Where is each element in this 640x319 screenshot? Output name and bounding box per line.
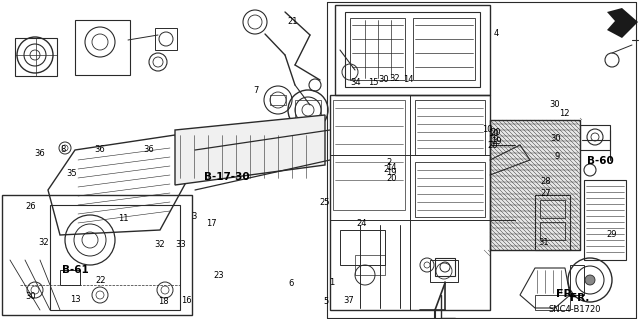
Text: 27: 27 bbox=[541, 189, 551, 198]
Text: 26: 26 bbox=[26, 202, 36, 211]
Text: 36: 36 bbox=[143, 145, 154, 154]
Text: 19: 19 bbox=[386, 168, 396, 177]
Bar bbox=[415, 100, 485, 155]
Text: 12: 12 bbox=[559, 109, 570, 118]
Bar bbox=[270, 95, 286, 105]
Text: 25: 25 bbox=[320, 198, 330, 207]
Text: 37: 37 bbox=[344, 296, 354, 305]
Bar bbox=[345, 12, 480, 87]
Text: 20: 20 bbox=[491, 128, 501, 137]
Text: 23: 23 bbox=[214, 271, 224, 280]
Bar bbox=[75, 20, 130, 75]
Text: 30: 30 bbox=[26, 292, 36, 301]
Text: 32: 32 bbox=[38, 238, 49, 247]
Text: 10: 10 bbox=[483, 125, 493, 134]
Text: 31: 31 bbox=[539, 238, 549, 247]
Text: 5: 5 bbox=[324, 297, 329, 306]
Text: FR.: FR. bbox=[570, 293, 589, 303]
Text: 21: 21 bbox=[288, 17, 298, 26]
Polygon shape bbox=[607, 8, 638, 38]
Bar bbox=[350, 18, 405, 80]
Text: 4: 4 bbox=[493, 29, 499, 38]
Bar bbox=[535, 195, 570, 250]
Text: FR.: FR. bbox=[556, 289, 577, 299]
Bar bbox=[490, 120, 580, 250]
Text: 19: 19 bbox=[491, 137, 501, 146]
Text: 36: 36 bbox=[35, 149, 45, 158]
Text: 32: 32 bbox=[389, 74, 399, 83]
Text: 3: 3 bbox=[191, 212, 196, 221]
Text: 2: 2 bbox=[386, 158, 391, 167]
Text: 2: 2 bbox=[383, 165, 388, 174]
Bar bbox=[435, 258, 455, 276]
Text: B-61: B-61 bbox=[62, 264, 89, 275]
Text: 33: 33 bbox=[175, 241, 186, 249]
Bar bbox=[340, 230, 385, 265]
Bar bbox=[490, 120, 580, 250]
Text: SNC4-B1720: SNC4-B1720 bbox=[548, 306, 601, 315]
Text: 17: 17 bbox=[206, 219, 216, 228]
Bar bbox=[584, 180, 626, 260]
Bar bbox=[155, 28, 177, 50]
Text: 32: 32 bbox=[154, 240, 164, 249]
Text: 16: 16 bbox=[182, 296, 192, 305]
Text: 20: 20 bbox=[488, 141, 498, 150]
Bar bbox=[2, 195, 192, 315]
Text: 1: 1 bbox=[329, 278, 334, 287]
Text: 14: 14 bbox=[386, 163, 396, 172]
Bar bbox=[60, 270, 80, 285]
Text: 35: 35 bbox=[67, 169, 77, 178]
Text: 30: 30 bbox=[550, 134, 561, 143]
Text: 6: 6 bbox=[289, 279, 294, 288]
Text: 24: 24 bbox=[356, 219, 367, 228]
Bar bbox=[570, 265, 584, 295]
Text: 30: 30 bbox=[379, 75, 389, 84]
Text: 34: 34 bbox=[350, 78, 360, 87]
Bar bbox=[15, 38, 57, 76]
Text: 13: 13 bbox=[70, 295, 81, 304]
Bar bbox=[415, 162, 485, 217]
Polygon shape bbox=[175, 115, 325, 185]
Bar bbox=[535, 295, 570, 310]
Text: 20: 20 bbox=[386, 174, 396, 182]
Bar bbox=[540, 200, 565, 218]
Bar bbox=[333, 100, 405, 210]
Text: 9: 9 bbox=[554, 152, 559, 161]
Bar bbox=[355, 255, 385, 275]
Text: 7: 7 bbox=[253, 86, 259, 95]
Text: 22: 22 bbox=[96, 276, 106, 285]
Text: 29: 29 bbox=[606, 230, 616, 239]
Bar bbox=[540, 222, 565, 240]
Text: 28: 28 bbox=[541, 177, 551, 186]
Bar bbox=[295, 100, 321, 120]
Bar bbox=[50, 205, 180, 310]
Text: 10: 10 bbox=[488, 130, 498, 138]
Bar bbox=[430, 260, 458, 282]
Text: 30: 30 bbox=[550, 100, 560, 109]
Text: 8: 8 bbox=[60, 145, 65, 154]
Text: 15: 15 bbox=[368, 78, 378, 87]
Circle shape bbox=[585, 275, 595, 285]
Bar bbox=[413, 18, 475, 80]
Text: 19: 19 bbox=[488, 135, 498, 144]
Text: B-17-30: B-17-30 bbox=[204, 172, 250, 182]
Text: 14: 14 bbox=[403, 75, 413, 84]
Bar bbox=[580, 125, 610, 150]
Text: 18: 18 bbox=[158, 297, 168, 306]
Text: 11: 11 bbox=[118, 214, 129, 223]
Text: 36: 36 bbox=[94, 145, 104, 154]
Text: B-60: B-60 bbox=[587, 156, 614, 166]
